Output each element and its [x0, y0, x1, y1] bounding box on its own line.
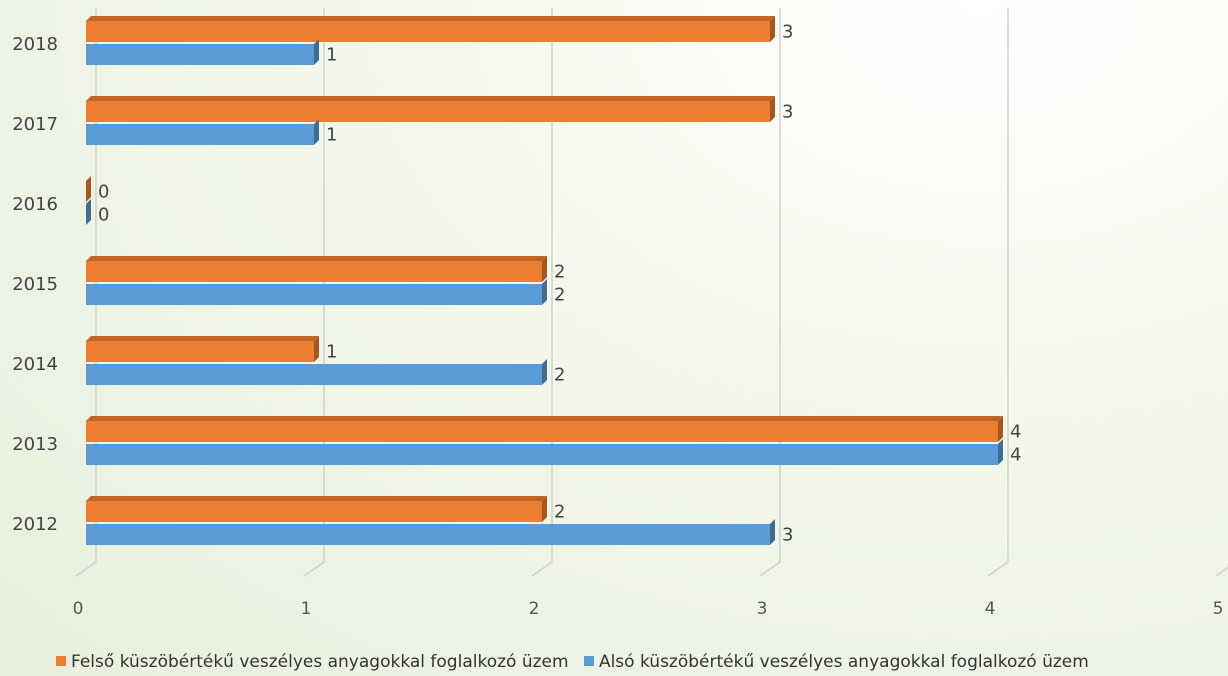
bar [86, 501, 542, 522]
x-tick-label: 4 [985, 599, 996, 619]
bar [86, 261, 542, 282]
y-category-label: 2017 [12, 114, 58, 135]
legend-label-felso: Felső küszöbértékű veszélyes anyagokkal … [71, 652, 569, 672]
gridline-foot [75, 561, 97, 577]
bar-top-face [86, 96, 775, 101]
legend-swatch-orange [56, 656, 66, 666]
bars [86, 16, 1003, 545]
data-label: 2 [554, 262, 565, 283]
x-tick-label: 3 [757, 599, 768, 619]
y-category-label: 2018 [12, 34, 58, 55]
data-label: 1 [326, 342, 337, 363]
bar [86, 364, 542, 385]
x-tick-label: 2 [529, 599, 540, 619]
y-category-label: 2013 [12, 434, 58, 455]
bar-side-face [86, 199, 91, 225]
gridline-foot [759, 561, 781, 577]
legend-item-also: Alsó küszöbértékű veszélyes anyagokkal f… [583, 652, 1089, 672]
bar-top-face [86, 496, 547, 501]
legend-swatch-blue [583, 656, 594, 666]
legend: Felső küszöbértékű veszélyes anyagokkal … [56, 652, 1099, 672]
legend-item-felso: Felső küszöbértékű veszélyes anyagokkal … [56, 652, 569, 672]
bar [86, 524, 770, 545]
bar-side-face [770, 96, 775, 122]
bar [86, 124, 314, 145]
y-category-label: 2012 [12, 514, 58, 535]
data-label: 2 [554, 365, 565, 386]
bar-side-face [314, 39, 319, 65]
bar [86, 421, 998, 442]
x-tick-label: 1 [301, 599, 312, 619]
bar-side-face [314, 119, 319, 145]
bar-side-face [542, 256, 547, 282]
data-label: 3 [782, 22, 793, 43]
bar [86, 101, 770, 122]
y-category-label: 2015 [12, 274, 58, 295]
data-label: 4 [1010, 445, 1021, 466]
bar-top-face [86, 416, 1003, 421]
bar-side-face [542, 359, 547, 385]
gridline-foot [531, 561, 553, 577]
bar [86, 284, 542, 305]
gridline-foot [1215, 566, 1228, 577]
x-axis-labels: 0 1 2 3 4 5 [73, 599, 1224, 619]
bar [86, 341, 314, 362]
data-label: 1 [326, 125, 337, 146]
bar-side-face [998, 439, 1003, 465]
bar-side-face [314, 336, 319, 362]
data-label: 1 [326, 45, 337, 66]
bar-side-face [998, 416, 1003, 442]
y-axis-labels: 2012 2013 2014 2015 2016 2017 2018 [12, 34, 58, 535]
x-tick-label: 0 [73, 599, 84, 619]
data-label: 0 [98, 182, 109, 203]
data-label: 2 [554, 502, 565, 523]
bar [86, 444, 998, 465]
data-label: 0 [98, 205, 109, 226]
bar-top-face [86, 336, 319, 341]
gridline-foot [987, 561, 1009, 577]
y-category-label: 2014 [12, 354, 58, 375]
data-label: 3 [782, 525, 793, 546]
bar-side-face [542, 496, 547, 522]
bar-top-face [86, 16, 775, 21]
data-label: 4 [1010, 422, 1021, 443]
data-label: 2 [554, 285, 565, 306]
bar-side-face [770, 519, 775, 545]
gridline-foot [303, 561, 325, 577]
legend-label-also: Alsó küszöbértékű veszélyes anyagokkal f… [598, 652, 1089, 672]
x-tick-label: 5 [1213, 599, 1224, 619]
data-label: 3 [782, 102, 793, 123]
bar-side-face [542, 279, 547, 305]
bar-side-face [770, 16, 775, 42]
bar-top-face [86, 256, 547, 261]
bar [86, 44, 314, 65]
bar-side-face [86, 176, 91, 202]
y-category-label: 2016 [12, 194, 58, 215]
bar [86, 21, 770, 42]
